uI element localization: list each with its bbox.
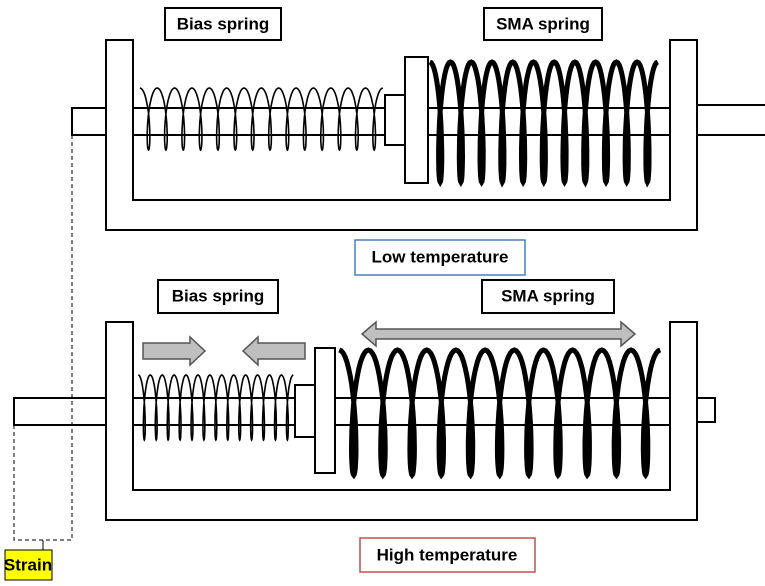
state-label: Low temperature [372, 247, 509, 266]
strain-label: Strain [4, 555, 52, 574]
state-box [354, 239, 526, 276]
rod [696, 397, 716, 423]
sma-label: SMA spring [501, 286, 595, 305]
bias-spring [137, 374, 294, 442]
label-box [483, 7, 603, 41]
sma-spring [428, 59, 659, 188]
low-temp-assembly: Bias spring SMA spring Low temperature [71, 7, 765, 276]
label-box [481, 279, 615, 314]
state-box [359, 537, 536, 573]
coil [338, 347, 662, 480]
label-box [164, 7, 282, 41]
arrow [142, 335, 207, 367]
coil [139, 87, 384, 152]
bias-label: Bias spring [172, 286, 265, 305]
rod [13, 397, 107, 426]
coil [137, 374, 294, 442]
bias-spring [139, 87, 384, 152]
housing [105, 39, 698, 231]
double-arrow [360, 320, 637, 348]
rod [132, 397, 671, 426]
high-temp-assembly: Bias spring SMA spring High temperature [13, 279, 716, 573]
state-label: High temperature [377, 545, 518, 564]
bias-label: Bias spring [177, 14, 270, 33]
rod [696, 104, 765, 136]
plate [294, 384, 316, 438]
strain-box [4, 549, 53, 581]
strain-bracket [13, 135, 73, 541]
sma-spring [338, 347, 662, 480]
plate [314, 347, 336, 474]
plate [384, 94, 406, 146]
sma-label: SMA spring [496, 14, 590, 33]
coil [428, 59, 659, 188]
arrow [241, 335, 306, 367]
plate [404, 56, 429, 184]
label-box [157, 279, 279, 314]
rod [71, 107, 107, 136]
housing [105, 321, 698, 521]
